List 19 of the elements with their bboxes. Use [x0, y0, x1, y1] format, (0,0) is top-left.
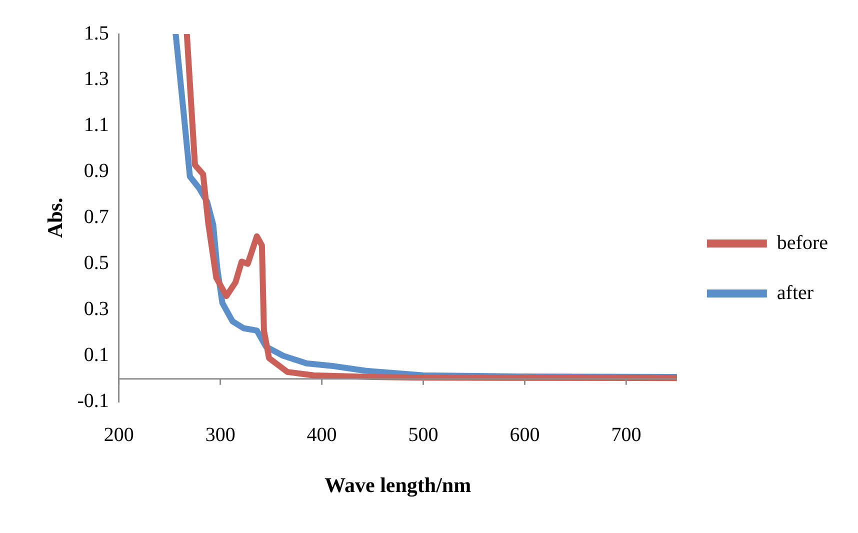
y-tick-label: 1.3: [84, 68, 109, 90]
x-tick-label: 500: [408, 424, 438, 446]
x-axis-title: Wave length/nm: [324, 472, 472, 497]
y-tick-label: 0.5: [84, 252, 109, 274]
y-tick-label: -0.1: [77, 390, 109, 412]
y-axis-title: Abs.: [43, 198, 68, 238]
y-tick-label: 0.1: [84, 344, 109, 366]
x-tick-label: 300: [205, 424, 236, 446]
legend-label: before: [776, 232, 828, 254]
x-tick-label: 400: [306, 424, 337, 446]
x-tick-label: 700: [611, 424, 642, 446]
y-tick-label: 0.7: [84, 206, 109, 228]
y-tick-label: 0.3: [84, 298, 109, 320]
x-tick-label: 600: [510, 424, 540, 446]
y-tick-label: 0.9: [84, 160, 109, 182]
y-tick-label: 1.1: [84, 114, 109, 136]
y-tick-label: 1.5: [84, 22, 109, 44]
legend-label: after: [776, 282, 814, 304]
x-tick-label: 200: [104, 424, 134, 446]
